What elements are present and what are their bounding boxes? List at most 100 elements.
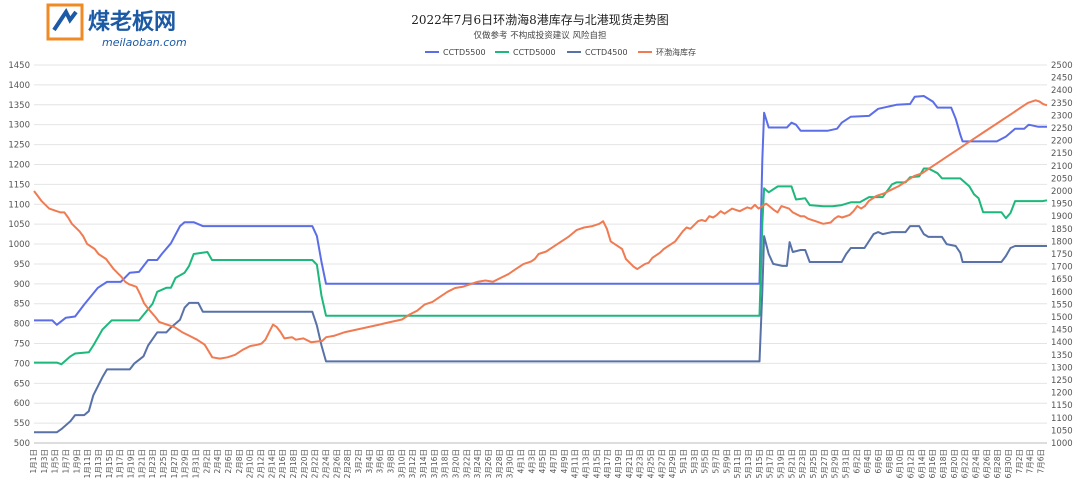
x-tick-label: 1月13日 [94, 449, 103, 478]
right-y-tick-label: 1800 [1051, 237, 1073, 247]
right-y-tick-label: 1300 [1051, 363, 1073, 373]
x-tick-label: 5月17日 [766, 449, 775, 478]
logo-cn-text: 煤老板网 [88, 9, 176, 35]
x-tick-label: 1月15日 [105, 449, 114, 478]
x-tick-label: 3月14日 [419, 449, 428, 478]
right-y-tick-label: 1650 [1051, 275, 1073, 285]
x-tick-label: 1月23日 [148, 449, 157, 478]
right-y-tick-label: 1750 [1051, 250, 1073, 260]
left-y-tick-label: 750 [14, 340, 30, 350]
x-tick-label: 6月30日 [1004, 449, 1013, 478]
x-tick-label: 2月6日 [224, 449, 233, 474]
x-tick-label: 5月27日 [820, 449, 829, 478]
right-y-tick-label: 1100 [1051, 414, 1073, 424]
x-tick-label: 2月22日 [311, 449, 320, 478]
x-tick-label: 4月21日 [625, 449, 634, 478]
x-tick-label: 2月2日 [202, 449, 211, 474]
right-y-tick-label: 1700 [1051, 263, 1073, 273]
x-tick-label: 6月22日 [961, 449, 970, 478]
x-tick-label: 2月12日 [257, 449, 266, 478]
x-tick-label: 5月21日 [787, 449, 796, 478]
x-tick-label: 6月14日 [917, 449, 926, 478]
x-tick-label: 1月5日 [51, 449, 60, 474]
left-y-tick-label: 600 [14, 399, 30, 409]
right-y-tick-label: 1500 [1051, 313, 1073, 323]
x-tick-label: 1月3日 [40, 449, 49, 474]
left-y-tick-label: 1100 [8, 200, 30, 210]
x-tick-label: 7月2日 [1015, 449, 1024, 474]
right-y-axis: 1000 1050 1100 1150 1200 1250 1300 1350 1400 1450… [1051, 61, 1073, 449]
left-y-tick-label: 1050 [8, 220, 30, 230]
right-y-tick-label: 1200 [1051, 389, 1073, 399]
right-y-tick-label: 2300 [1051, 111, 1073, 121]
x-tick-label: 7月6日 [1037, 449, 1046, 474]
legend-label: CCTD5000 [513, 48, 556, 57]
x-tick-label: 1月21日 [137, 449, 146, 478]
x-tick-label: 5月31日 [842, 449, 851, 478]
legend-label: CCTD5500 [443, 48, 486, 57]
x-tick-label: 5月5日 [701, 449, 710, 474]
x-tick-label: 3月20日 [452, 449, 461, 478]
x-tick-label: 4月23日 [636, 449, 645, 478]
chart-subtitle: 仅做参考 不构成投资建议 风险自担 [474, 30, 607, 41]
x-tick-label: 2月28日 [343, 449, 352, 478]
x-tick-label: 3月16日 [430, 449, 439, 478]
right-y-tick-label: 1350 [1051, 351, 1073, 361]
x-tick-label: 4月11日 [571, 449, 580, 478]
x-tick-label: 3月8日 [387, 449, 396, 474]
left-y-tick-label: 1000 [8, 240, 30, 250]
left-y-tick-label: 1450 [8, 61, 30, 71]
x-tick-label: 6月10日 [896, 449, 905, 478]
logo-mark [46, 3, 84, 41]
x-tick-label: 1月25日 [159, 449, 168, 478]
x-tick-label: 5月23日 [798, 449, 807, 478]
x-tick-label: 1月1日 [29, 449, 38, 474]
series-lines [33, 95, 1048, 434]
x-tick-label: 3月18日 [441, 449, 450, 478]
x-tick-label: 6月28日 [993, 449, 1002, 478]
x-tick-label: 2月14日 [267, 449, 276, 478]
x-tick-label: 4月29日 [668, 449, 677, 478]
x-tick-label: 1月19日 [127, 449, 136, 478]
x-tick-label: 3月4日 [365, 449, 374, 474]
right-y-tick-label: 1000 [1051, 439, 1073, 449]
legend-label: CCTD4500 [585, 48, 628, 57]
left-y-tick-label: 800 [14, 320, 30, 330]
x-tick-label: 6月2日 [852, 449, 861, 474]
left-y-tick-label: 1300 [8, 121, 30, 131]
left-y-tick-label: 650 [14, 379, 30, 389]
x-tick-label: 4月25日 [647, 449, 656, 478]
x-tick-label: 6月4日 [863, 449, 872, 474]
left-y-tick-label: 1250 [8, 141, 30, 151]
x-tick-label: 5月25日 [809, 449, 818, 478]
x-tick-label: 3月2日 [354, 449, 363, 474]
right-y-tick-label: 2250 [1051, 124, 1073, 134]
logo-mark-stroke [52, 8, 78, 32]
x-tick-label: 6月6日 [874, 449, 883, 474]
x-tick-label: 1月9日 [72, 449, 81, 474]
left-y-tick-label: 1350 [8, 101, 30, 111]
right-y-tick-label: 1900 [1051, 212, 1073, 222]
left-y-tick-label: 550 [14, 419, 30, 429]
x-tick-label: 3月10日 [397, 449, 406, 478]
x-tick-label: 1月27日 [170, 449, 179, 478]
x-tick-label: 2月26日 [332, 449, 341, 478]
x-axis: 1月1日 1月3日 1月5日 1月7日 1月9日 1月11日 1月13日 1月15日 1月17日… [29, 442, 1047, 478]
right-y-tick-label: 1150 [1051, 401, 1073, 411]
x-tick-label: 4月3日 [527, 449, 536, 474]
x-tick-label: 4月5日 [538, 449, 547, 474]
right-y-tick-label: 2100 [1051, 162, 1073, 172]
left-y-tick-label: 500 [14, 439, 30, 449]
series-line-CCTD5500 [34, 95, 1047, 326]
x-tick-label: 3月12日 [408, 449, 417, 478]
x-tick-label: 6月26日 [982, 449, 991, 478]
right-y-tick-label: 2450 [1051, 74, 1073, 84]
right-y-tick-label: 2050 [1051, 174, 1073, 184]
right-y-tick-label: 1550 [1051, 300, 1073, 310]
x-tick-label: 7月4日 [1026, 449, 1035, 474]
left-y-tick-label: 850 [14, 300, 30, 310]
x-tick-label: 1月11日 [83, 449, 92, 478]
x-tick-label: 6月24日 [972, 449, 981, 478]
x-tick-label: 2月20日 [300, 449, 309, 478]
